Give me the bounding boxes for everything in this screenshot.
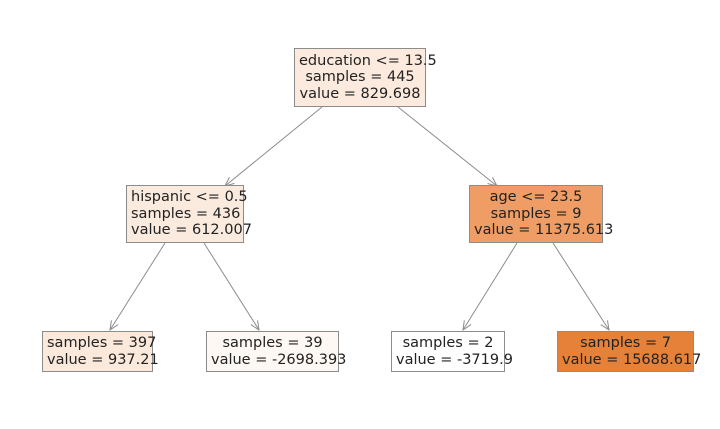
edge-root-right (397, 106, 497, 186)
tree-leaf-rl: samples = 2 value = -3719.9 (391, 331, 513, 372)
edge-left-ll (110, 242, 166, 330)
node-samples-label: samples = 397 (47, 335, 157, 351)
node-value-label: value = -3719.9 (396, 351, 513, 368)
node-value-label: value = 612.007 (131, 222, 252, 239)
edge-root-left (225, 106, 323, 186)
node-value-label: value = 829.698 (299, 85, 421, 102)
edge-right-rl (463, 242, 518, 330)
node-value-label: value = 15688.617 (562, 351, 702, 368)
tree-node-right: age <= 23.5 samples = 9 value = 11375.61… (469, 185, 614, 243)
node-samples-label: samples = 7 (580, 335, 671, 351)
node-split-label: education <= 13.5 (299, 52, 437, 69)
node-samples-label: samples = 436 (131, 205, 241, 222)
node-samples-label: samples = 445 (305, 69, 415, 86)
node-split-label: age <= 23.5 (489, 189, 583, 206)
node-samples-label: samples = 2 (402, 335, 494, 351)
node-split-label: hispanic <= 0.5 (131, 189, 248, 206)
node-value-label: value = 11375.613 (474, 222, 614, 239)
node-samples-label: samples = 39 (222, 335, 323, 351)
node-value-label: value = -2698.393 (211, 351, 347, 368)
edge-right-rr (552, 242, 609, 330)
tree-leaf-lr: samples = 39 value = -2698.393 (206, 331, 347, 372)
tree-leaf-rr: samples = 7 value = 15688.617 (557, 331, 702, 372)
tree-node-root: education <= 13.5 samples = 445 value = … (294, 48, 437, 107)
node-value-label: value = 937.21 (47, 351, 159, 368)
node-samples-label: samples = 9 (490, 205, 582, 222)
tree-leaf-ll: samples = 397 value = 937.21 (42, 331, 159, 372)
edge-left-lr (203, 242, 259, 330)
tree-node-left: hispanic <= 0.5 samples = 436 value = 61… (126, 185, 252, 243)
